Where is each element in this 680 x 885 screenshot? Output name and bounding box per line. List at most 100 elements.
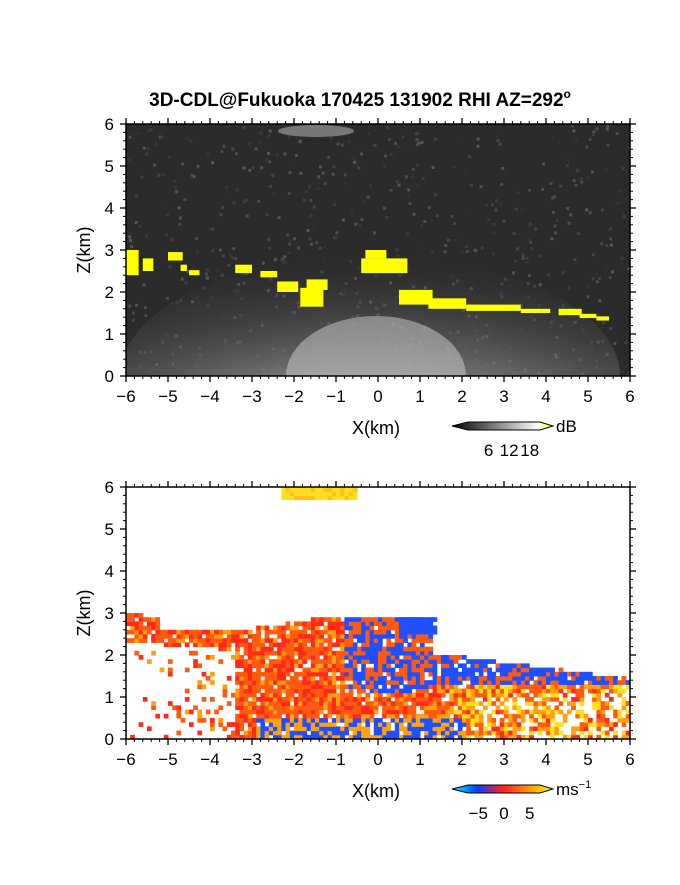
velocity-pixel (470, 663, 476, 669)
velocity-pixel (268, 676, 274, 681)
velocity-pixel (504, 671, 509, 677)
x-tick-label: −3 (242, 387, 261, 406)
velocity-pixel (403, 625, 408, 631)
reflectivity-noise-pixel (257, 200, 261, 203)
velocity-pixel (529, 701, 534, 706)
velocity-pixel (247, 667, 253, 673)
velocity-pixel (575, 734, 581, 739)
reflectivity-noise-pixel (585, 208, 588, 212)
velocity-pixel (285, 625, 291, 631)
velocity-pixel (394, 726, 400, 732)
velocity-pixel (310, 642, 316, 648)
velocity-pixel (134, 613, 140, 618)
velocity-pixel (424, 680, 429, 685)
velocity-pixel (613, 713, 618, 719)
velocity-pixel (331, 663, 337, 669)
velocity-pixel (327, 680, 333, 685)
velocity-pixel (277, 697, 282, 702)
velocity-pixel (382, 680, 387, 685)
velocity-pixel (390, 680, 396, 685)
velocity-pixel (231, 634, 236, 639)
velocity-pixel (256, 650, 261, 656)
reflectivity-noise-pixel (615, 132, 619, 136)
velocity-pixel (256, 629, 261, 635)
velocity-pixel (420, 726, 425, 732)
velocity-pixel (340, 650, 345, 656)
velocity-pixel (579, 680, 585, 685)
velocity-pixel (562, 697, 568, 702)
velocity-pixel (361, 688, 366, 694)
velocity-pixel (302, 634, 308, 639)
velocity-pixel (306, 634, 312, 639)
velocity-pixel (407, 730, 413, 736)
reflectivity-noise-pixel (611, 285, 615, 289)
velocity-pixel (239, 709, 245, 715)
velocity-pixel (583, 671, 589, 677)
reflectivity-noise-pixel (247, 142, 251, 146)
velocity-pixel (407, 621, 413, 627)
velocity-pixel (424, 713, 429, 719)
velocity-pixel (336, 617, 341, 622)
velocity-pixel (529, 734, 534, 739)
velocity-pixel (235, 659, 240, 664)
reflectivity-noise-pixel (189, 139, 193, 143)
velocity-pixel (369, 688, 375, 694)
velocity-pixel (336, 655, 341, 660)
velocity-pixel (369, 621, 375, 627)
velocity-pixel (340, 655, 345, 660)
velocity-pixel (348, 726, 354, 732)
velocity-pixel (327, 697, 333, 702)
velocity-pixel (516, 722, 522, 727)
velocity-pixel (579, 697, 585, 702)
velocity-pixel (243, 671, 249, 677)
reflectivity-noise-pixel (206, 276, 209, 280)
velocity-pixel (264, 634, 270, 639)
x-tick-label: −4 (200, 387, 219, 406)
reflectivity-noise-pixel (436, 214, 439, 218)
velocity-pixel (352, 705, 358, 711)
velocity-pixel (512, 705, 518, 711)
velocity-pixel (298, 680, 303, 685)
velocity-pixel (289, 713, 295, 719)
velocity-pixel (273, 680, 278, 685)
velocity-pixel (441, 726, 446, 732)
velocity-pixel (348, 671, 354, 677)
velocity-pixel (424, 726, 429, 732)
colorbar-tick-label: −5 (469, 804, 488, 823)
velocity-pixel (495, 676, 501, 681)
velocity-pixel (197, 684, 203, 690)
velocity-pixel (583, 722, 589, 727)
velocity-pixel (273, 701, 278, 706)
velocity-pixel (579, 671, 585, 677)
velocity-pixel (420, 629, 425, 635)
reflectivity-noise-pixel (353, 160, 356, 164)
velocity-pixel (302, 487, 308, 492)
velocity-pixel (243, 629, 249, 635)
reflectivity-noise-pixel (211, 249, 215, 253)
reflectivity-core-echo (286, 316, 466, 376)
velocity-pixel (382, 726, 387, 732)
reflectivity-noise-pixel (311, 192, 315, 195)
velocity-pixel (470, 718, 476, 723)
velocity-pixel (294, 726, 299, 732)
velocity-pixel (399, 659, 404, 664)
velocity-pixel (436, 722, 442, 727)
velocity-pixel (344, 692, 350, 698)
velocity-pixel (575, 692, 581, 698)
velocity-pixel (625, 730, 630, 736)
velocity-pixel (474, 659, 480, 664)
velocity-pixel (525, 692, 530, 698)
velocity-pixel (365, 650, 371, 656)
velocity-pixel (441, 734, 446, 739)
velocity-pixel (533, 688, 539, 694)
velocity-pixel (537, 701, 543, 706)
velocity-pixel (285, 495, 291, 501)
velocity-pixel (533, 680, 539, 685)
velocity-pixel (403, 671, 408, 677)
velocity-pixel (466, 676, 471, 681)
velocity-pixel (340, 629, 345, 635)
velocity-pixel (499, 730, 505, 736)
velocity-pixel (562, 676, 568, 681)
velocity-pixel (243, 650, 249, 656)
reflectivity-noise-pixel (447, 180, 451, 184)
